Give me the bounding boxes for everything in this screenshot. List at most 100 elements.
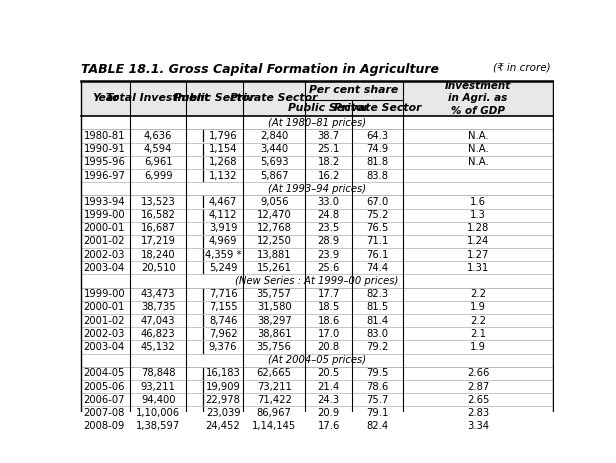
Text: 1990-91: 1990-91 (84, 144, 126, 154)
Text: 78.6: 78.6 (366, 382, 389, 392)
Text: 1,10,006: 1,10,006 (136, 408, 180, 418)
Text: 5,693: 5,693 (260, 157, 288, 167)
Text: 20,510: 20,510 (141, 263, 176, 273)
Text: 71,422: 71,422 (257, 395, 291, 405)
Text: 16,183: 16,183 (206, 369, 240, 378)
Text: (₹ in crore): (₹ in crore) (493, 63, 551, 73)
Text: 17.7: 17.7 (317, 289, 340, 299)
Text: 38,297: 38,297 (257, 316, 291, 325)
Text: 1.31: 1.31 (467, 263, 489, 273)
Text: 23.5: 23.5 (317, 223, 339, 233)
Text: 2.83: 2.83 (467, 408, 489, 418)
Text: 17.0: 17.0 (317, 329, 339, 339)
Text: 2.66: 2.66 (467, 369, 489, 378)
Text: 23.9: 23.9 (317, 250, 339, 260)
Text: 38.7: 38.7 (317, 131, 339, 141)
Text: 1,154: 1,154 (209, 144, 237, 154)
Text: 1.3: 1.3 (470, 210, 486, 220)
Text: 4,467: 4,467 (209, 197, 237, 207)
Text: Public Sector: Public Sector (174, 94, 255, 103)
Text: 18.6: 18.6 (317, 316, 339, 325)
Text: 28.9: 28.9 (317, 237, 339, 246)
Text: 33.0: 33.0 (318, 197, 339, 207)
Text: 25.1: 25.1 (317, 144, 340, 154)
Text: 1,796: 1,796 (209, 131, 237, 141)
Text: 4,969: 4,969 (209, 237, 237, 246)
Text: 13,881: 13,881 (257, 250, 291, 260)
Text: 83.0: 83.0 (367, 329, 388, 339)
Text: 62,665: 62,665 (257, 369, 291, 378)
Text: (New Series : At 1999–00 prices): (New Series : At 1999–00 prices) (235, 276, 399, 286)
Text: 2003-04: 2003-04 (84, 263, 125, 273)
Text: 82.3: 82.3 (367, 289, 388, 299)
Text: 2002-03: 2002-03 (84, 250, 125, 260)
Text: 1996-97: 1996-97 (84, 170, 126, 181)
Text: N.A.: N.A. (468, 144, 488, 154)
Text: 1.27: 1.27 (467, 250, 489, 260)
Text: 2.87: 2.87 (467, 382, 489, 392)
Text: 2,840: 2,840 (260, 131, 288, 141)
Text: 13,523: 13,523 (141, 197, 176, 207)
Text: 5,249: 5,249 (209, 263, 237, 273)
Text: 18.2: 18.2 (317, 157, 339, 167)
Text: (At 1993–94 prices): (At 1993–94 prices) (268, 184, 366, 194)
Text: 7,155: 7,155 (209, 302, 237, 313)
Text: 18,240: 18,240 (141, 250, 176, 260)
Text: 79.5: 79.5 (366, 369, 389, 378)
Text: 3,440: 3,440 (260, 144, 288, 154)
Text: 24.8: 24.8 (317, 210, 339, 220)
Text: 47,043: 47,043 (141, 316, 176, 325)
Text: 17,219: 17,219 (140, 237, 176, 246)
Text: 2.2: 2.2 (470, 316, 486, 325)
Text: 22,978: 22,978 (206, 395, 240, 405)
Text: 2006-07: 2006-07 (84, 395, 125, 405)
Text: 79.1: 79.1 (366, 408, 389, 418)
Text: 7,962: 7,962 (209, 329, 237, 339)
Text: 1995-96: 1995-96 (84, 157, 126, 167)
Text: (At 2004–05 prices): (At 2004–05 prices) (268, 355, 366, 365)
Text: 24,452: 24,452 (206, 421, 240, 431)
Text: 45,132: 45,132 (141, 342, 176, 352)
Text: Total Investment: Total Investment (107, 94, 210, 103)
Text: 6,961: 6,961 (144, 157, 172, 167)
Text: 16,582: 16,582 (140, 210, 176, 220)
Text: 2004-05: 2004-05 (84, 369, 125, 378)
Text: 93,211: 93,211 (140, 382, 176, 392)
Text: 74.9: 74.9 (366, 144, 389, 154)
Text: Private Sector: Private Sector (230, 94, 318, 103)
Text: 1,132: 1,132 (209, 170, 237, 181)
Text: 24.3: 24.3 (317, 395, 339, 405)
Text: 75.2: 75.2 (366, 210, 389, 220)
Text: 1980-81: 1980-81 (84, 131, 125, 141)
Text: 12,768: 12,768 (257, 223, 291, 233)
Text: 4,636: 4,636 (144, 131, 172, 141)
Text: N.A.: N.A. (468, 131, 488, 141)
Text: 2005-06: 2005-06 (84, 382, 125, 392)
Text: 76.1: 76.1 (366, 250, 389, 260)
Text: 18.5: 18.5 (317, 302, 339, 313)
Text: 1993-94: 1993-94 (84, 197, 125, 207)
Text: 81.5: 81.5 (366, 302, 389, 313)
Text: 79.2: 79.2 (366, 342, 389, 352)
Text: N.A.: N.A. (468, 157, 488, 167)
Text: 16,687: 16,687 (140, 223, 176, 233)
Text: Investment
in Agri. as
% of GDP: Investment in Agri. as % of GDP (445, 81, 511, 116)
Text: 4,594: 4,594 (144, 144, 172, 154)
Text: 2003-04: 2003-04 (84, 342, 125, 352)
Text: 15,261: 15,261 (257, 263, 291, 273)
Text: 82.4: 82.4 (367, 421, 388, 431)
Text: 7,716: 7,716 (209, 289, 237, 299)
Text: 1,38,597: 1,38,597 (136, 421, 180, 431)
Text: 73,211: 73,211 (257, 382, 291, 392)
Text: 19,909: 19,909 (206, 382, 240, 392)
Text: 81.8: 81.8 (367, 157, 388, 167)
Text: 21.4: 21.4 (317, 382, 339, 392)
Text: 3,919: 3,919 (209, 223, 237, 233)
Text: 71.1: 71.1 (366, 237, 389, 246)
Text: 1,268: 1,268 (209, 157, 237, 167)
Text: 38,861: 38,861 (257, 329, 291, 339)
Text: 5,867: 5,867 (260, 170, 288, 181)
Text: 2001-02: 2001-02 (84, 316, 125, 325)
Text: (At 1980–81 prices): (At 1980–81 prices) (268, 118, 366, 128)
Text: 78,848: 78,848 (141, 369, 176, 378)
